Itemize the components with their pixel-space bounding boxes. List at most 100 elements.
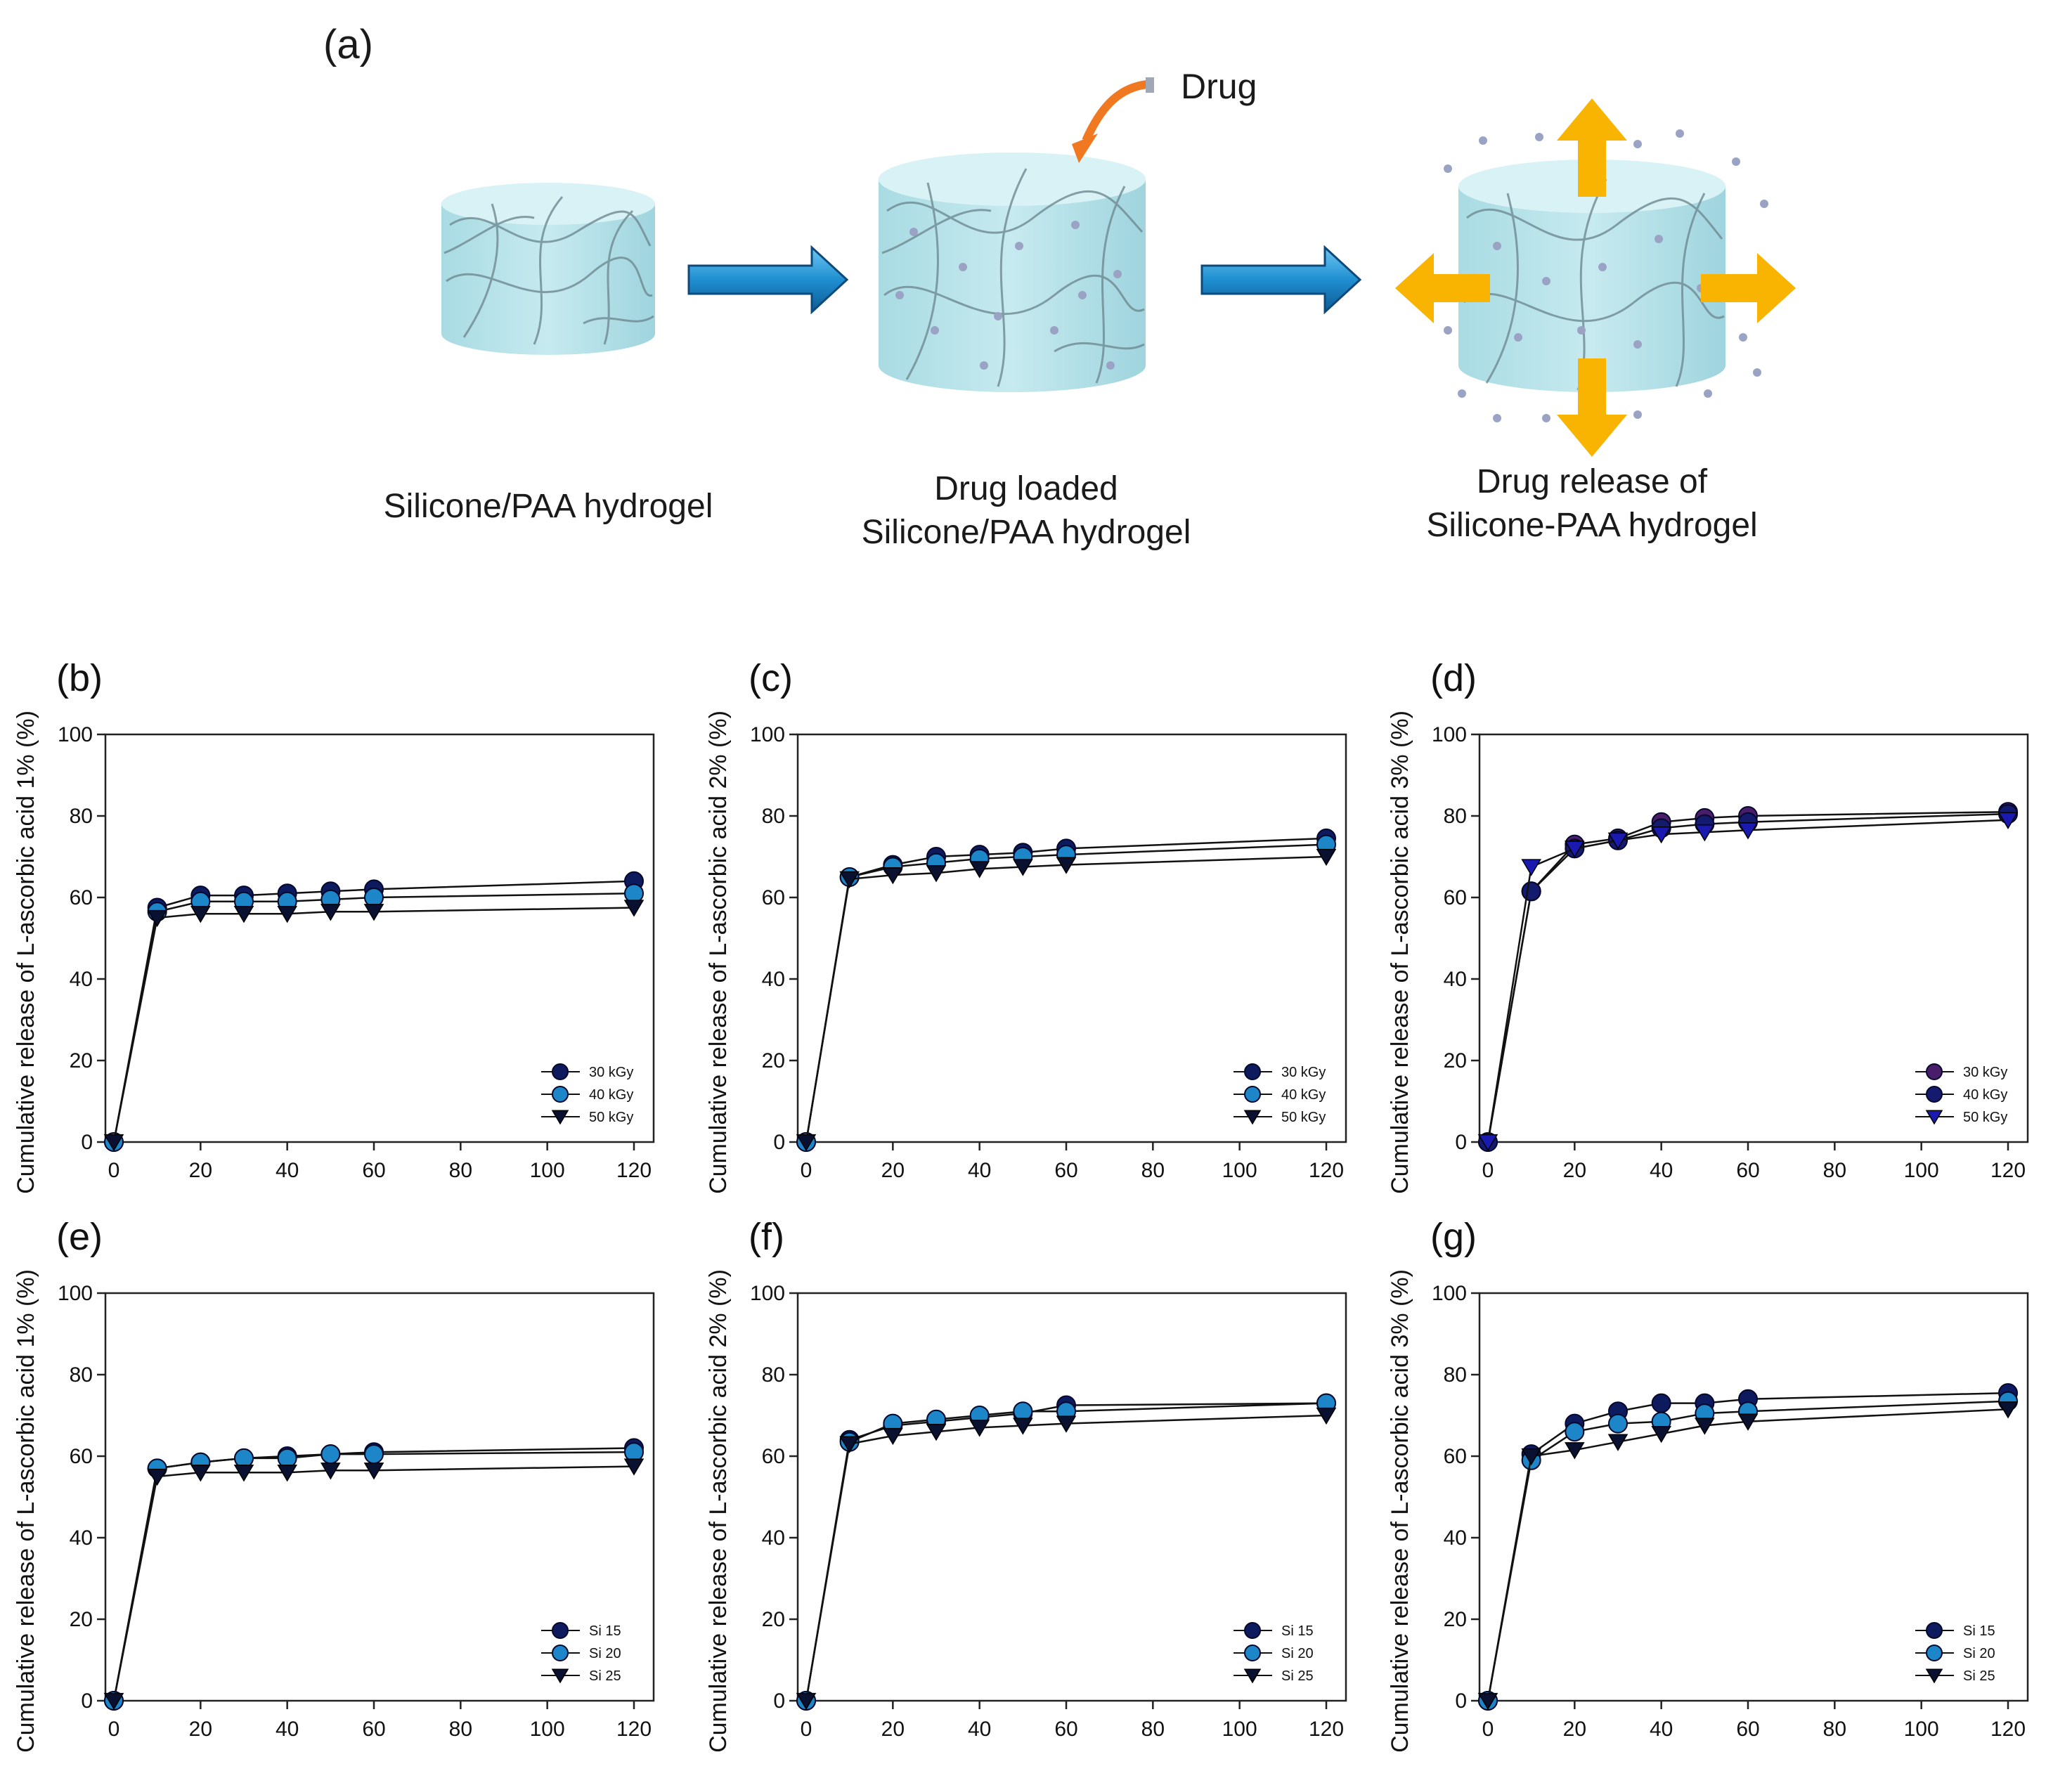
plot-frame	[1478, 733, 2029, 1143]
data-point	[623, 1458, 645, 1476]
y-tick-label: 100	[1432, 1282, 1467, 1305]
x-tick-label: 100	[1904, 1718, 1939, 1741]
data-point	[277, 1465, 297, 1482]
chart-svg-c: (c) 0 20 40 60 80 100 0 20 40 60 80 100 120 Time (min)…	[705, 657, 1347, 1198]
legend-label: Si 15	[1963, 1623, 1995, 1639]
data-point	[1056, 1415, 1077, 1433]
schematic-panel: (a)	[0, 0, 2072, 618]
legend: 30 kGy 40 kGy 50 kGy	[1915, 1063, 2007, 1125]
hydrogel-cylinder-1	[441, 183, 655, 355]
x-tick-label: 0	[1482, 1718, 1494, 1741]
x-tick-label: 40	[276, 1159, 299, 1182]
data-point	[623, 900, 645, 917]
data-point	[1737, 1413, 1759, 1431]
data-point	[1651, 826, 1671, 844]
x-tick-label: 0	[801, 1718, 812, 1741]
data-point	[969, 861, 990, 878]
panel-label-f: (f)	[749, 1216, 784, 1258]
legend-label: 40 kGy	[1281, 1087, 1326, 1103]
data-point	[103, 1134, 124, 1152]
data-point	[883, 867, 903, 885]
series-line	[112, 1451, 635, 1701]
series-line	[112, 1465, 635, 1701]
y-tick-label: 0	[81, 1690, 93, 1713]
y-axis-title: Cumulative release of L-ascorbic acid 2%…	[705, 1269, 732, 1753]
legend-label: Si 25	[589, 1668, 621, 1684]
x-axis-title: Time (min)	[1015, 1197, 1128, 1198]
series-line	[112, 907, 635, 1143]
legend-marker	[551, 1110, 569, 1125]
legend: Si 15 Si 20 Si 25	[541, 1622, 621, 1684]
x-tick-label: 60	[1054, 1159, 1077, 1182]
data-point	[320, 904, 341, 921]
x-tick-label: 120	[1309, 1718, 1344, 1741]
plot-frame	[796, 1292, 1347, 1702]
x-tick-label: 20	[189, 1159, 212, 1182]
y-tick-label: 20	[762, 1608, 785, 1631]
plot-frame	[796, 733, 1347, 1143]
legend-marker	[551, 1668, 569, 1684]
x-tick-label: 40	[968, 1159, 991, 1182]
y-tick-label: 40	[70, 1526, 93, 1550]
y-tick-label: 0	[773, 1131, 785, 1154]
legend-label: 50 kGy	[589, 1110, 633, 1125]
x-tick-label: 120	[616, 1718, 652, 1741]
panel-label-g: (g)	[1430, 1216, 1477, 1258]
x-tick-label: 100	[530, 1718, 565, 1741]
data-point	[1316, 1407, 1337, 1425]
x-tick-label: 40	[1650, 1718, 1673, 1741]
legend-label: 30 kGy	[1281, 1065, 1326, 1080]
panel-label-a: (a)	[323, 22, 373, 67]
y-tick-label: 40	[1444, 968, 1467, 991]
chart-e: (e) 0 20 40 60 80 100 0 20 40 60 80 100 120 Time (min)…	[0, 1195, 675, 1757]
series-line	[1487, 1408, 2009, 1701]
data-point	[1737, 822, 1759, 840]
data-point	[320, 1463, 341, 1480]
y-tick-label: 100	[58, 723, 93, 746]
x-axis-title: Time (min)	[1697, 1197, 1810, 1198]
data-point	[234, 1448, 254, 1468]
series-si-25	[796, 1407, 1337, 1711]
y-tick-label: 80	[762, 805, 785, 828]
data-point	[233, 1465, 254, 1482]
data-point	[1521, 1448, 1541, 1466]
x-tick-label: 120	[616, 1159, 652, 1182]
data-point	[277, 906, 297, 923]
data-point	[1997, 812, 2019, 829]
chart-svg-b: (b) 0 20 40 60 80 100 0 20 40 60 80 100 120 Time (min)…	[13, 657, 655, 1198]
y-tick-label: 100	[1432, 723, 1467, 746]
y-tick-label: 20	[762, 1049, 785, 1072]
x-tick-label: 120	[1990, 1159, 2026, 1182]
x-tick-label: 20	[1563, 1159, 1586, 1182]
chart-g: (g) 0 20 40 60 80 100 0 20 40 60 80 100 120 Time (min)…	[1374, 1195, 2049, 1757]
legend-marker	[1926, 1086, 1943, 1103]
series-50-kgy	[103, 900, 645, 1152]
data-point	[1521, 881, 1541, 902]
y-tick-label: 60	[70, 1445, 93, 1468]
x-tick-label: 0	[1482, 1159, 1494, 1182]
caption-1: Silicone/PAA hydrogel	[302, 485, 794, 528]
legend-label: 40 kGy	[589, 1087, 633, 1103]
legend-label: 50 kGy	[1281, 1110, 1326, 1125]
x-tick-label: 40	[276, 1718, 299, 1741]
drug-label: Drug	[1181, 67, 1257, 106]
x-tick-label: 60	[362, 1718, 385, 1741]
series-40-kgy	[796, 834, 1336, 1152]
x-axis-title: Time (min)	[1697, 1756, 1810, 1757]
series-30-kgy	[796, 828, 1336, 1152]
series-line	[112, 1447, 635, 1701]
x-tick-label: 0	[108, 1718, 120, 1741]
series-si-20	[1478, 1391, 2018, 1711]
x-tick-label: 0	[108, 1159, 120, 1182]
panel-label-b: (b)	[56, 657, 103, 699]
data-point	[103, 1692, 124, 1711]
y-tick-label: 20	[70, 1049, 93, 1072]
x-tick-label: 40	[968, 1718, 991, 1741]
data-point	[1607, 1434, 1629, 1451]
data-point	[796, 1134, 817, 1152]
legend-marker	[1925, 1110, 1943, 1125]
series-si-25	[1477, 1401, 2019, 1711]
panel-label-e: (e)	[56, 1216, 103, 1258]
legend-label: Si 15	[1281, 1623, 1314, 1639]
legend-label: 30 kGy	[1963, 1065, 2007, 1080]
